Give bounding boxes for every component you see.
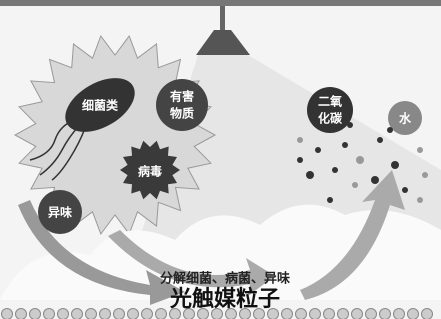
node-label: 物质 (170, 106, 194, 121)
bead (394, 309, 405, 319)
particle (297, 137, 303, 143)
ceiling (0, 0, 441, 6)
bead (310, 309, 321, 319)
node-label: 化碳 (318, 111, 343, 126)
caption-title: 光触媒粒子 (169, 286, 280, 312)
bead (366, 309, 377, 319)
particle (327, 197, 333, 203)
particle (342, 142, 348, 148)
bead (30, 309, 41, 319)
node-label: 有害 (170, 89, 194, 104)
bead (142, 309, 153, 319)
harmful-substance (156, 79, 208, 131)
scene: 细菌类 有害 物质 病毒 异味 二氧 化碳 水 分解细菌、病菌、异味 光触媒粒子 (0, 0, 441, 319)
particle (402, 187, 408, 193)
bead (324, 309, 335, 319)
bead (114, 309, 125, 319)
node-label: 细菌类 (82, 98, 119, 113)
bead (422, 309, 433, 319)
lamp-stem (220, 6, 225, 30)
node-label: 异味 (48, 205, 72, 220)
particle (332, 167, 338, 173)
particle (377, 137, 383, 143)
particle (297, 157, 303, 163)
bead (100, 309, 111, 319)
bead (44, 309, 55, 319)
particle (391, 161, 399, 169)
particle (352, 182, 358, 188)
bead (380, 309, 391, 319)
bead (2, 309, 13, 319)
bead (128, 309, 139, 319)
bead (16, 309, 27, 319)
bead (86, 309, 97, 319)
bead (338, 309, 349, 319)
bead (296, 309, 307, 319)
particle (306, 171, 314, 179)
particle (315, 147, 321, 153)
bead (156, 309, 167, 319)
bead (72, 309, 83, 319)
particle (422, 172, 428, 178)
particle (371, 176, 379, 184)
node-label: 二氧 (318, 94, 342, 109)
particle (347, 122, 353, 128)
particle (417, 197, 423, 203)
particle (387, 127, 393, 133)
node-label: 病毒 (138, 164, 162, 179)
bead (408, 309, 419, 319)
particle (417, 147, 423, 153)
bead (282, 309, 293, 319)
bead (58, 309, 69, 319)
caption-subtitle: 分解细菌、病菌、异味 (160, 271, 290, 287)
node-label: 水 (399, 111, 412, 126)
bead (352, 309, 363, 319)
particle (356, 156, 364, 164)
